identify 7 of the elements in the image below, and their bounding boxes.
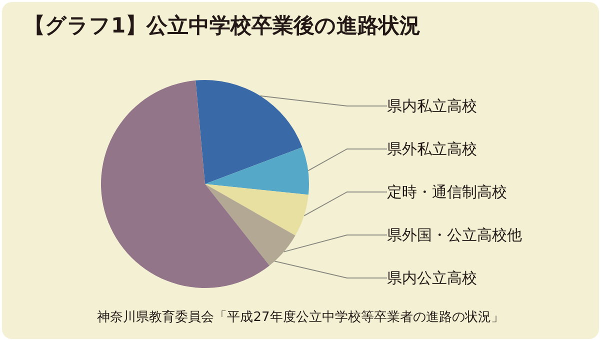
slice-label: 県内公立高校 [387,269,477,287]
text: 神奈川県教育委員会「平成27年度公立中学校等卒業者の進路の状況」 [97,309,504,325]
slice-label: 県内私立高校 [387,97,477,115]
slice-label: 県外私立高校 [387,140,477,158]
slice-label: 定時・通信制高校 [387,183,507,201]
chart-title: 【グラフ1】公立中学校卒業後の進路状況 [24,14,421,38]
slice-label: 県外国・公立高校他 [387,226,522,244]
